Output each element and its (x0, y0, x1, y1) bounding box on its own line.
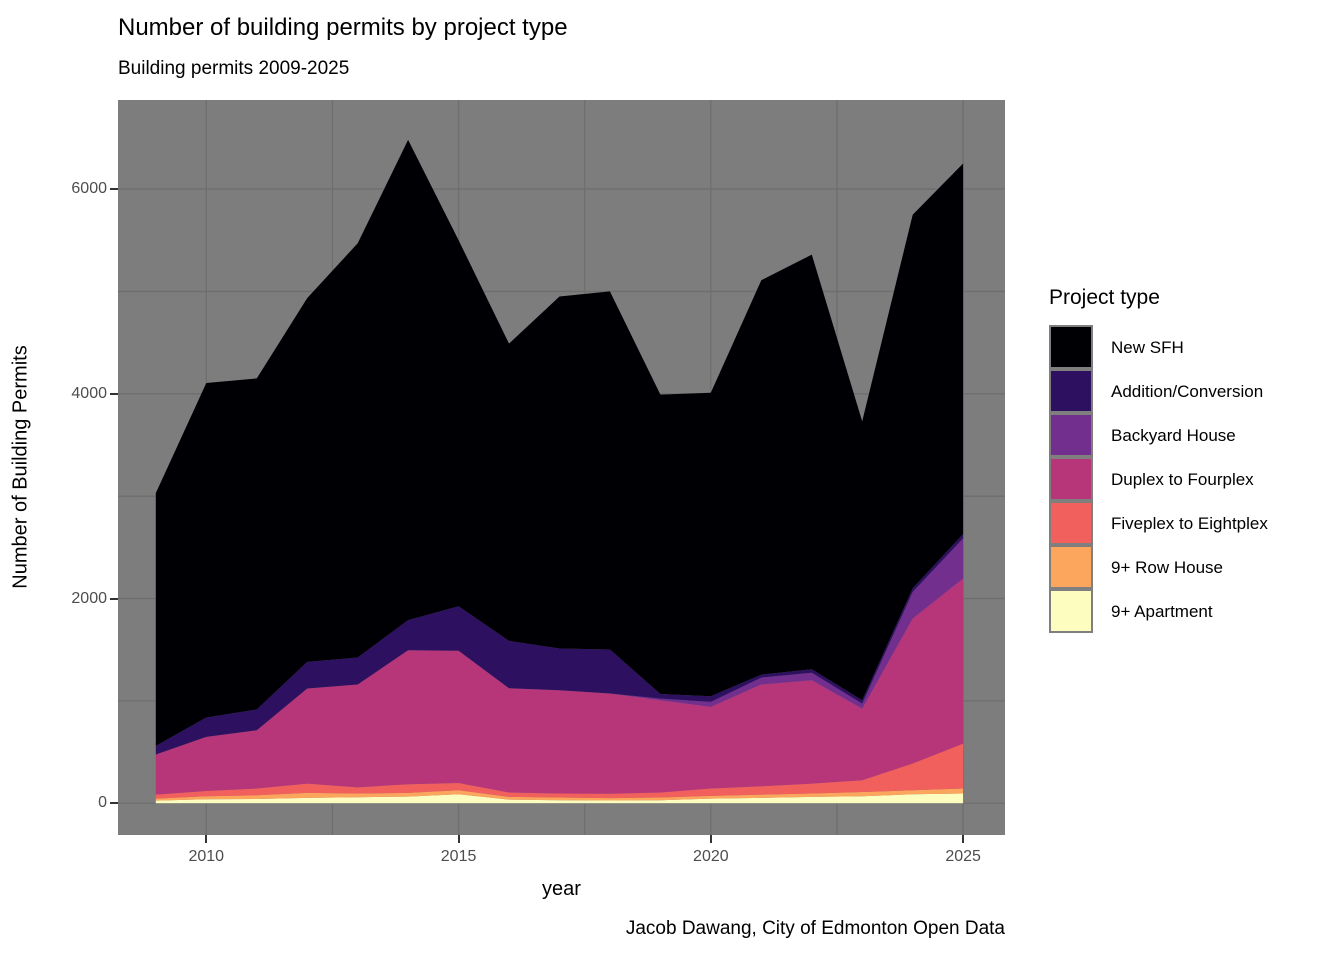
y-tick-label-4000: 4000 (71, 384, 107, 402)
y-axis-title: Number of Building Permits (9, 345, 32, 589)
legend-label: 9+ Row House (1111, 558, 1223, 577)
legend-item-new-sfh: New SFH (1049, 325, 1268, 370)
legend-label: 9+ Apartment (1111, 602, 1213, 621)
y-tick-mark-2000 (110, 597, 118, 600)
legend-key-swatch (1049, 413, 1093, 457)
x-tick-mark-2025 (962, 835, 965, 843)
x-tick-label-2025: 2025 (945, 848, 981, 865)
x-tick-mark-2020 (709, 835, 712, 843)
area-fiveplex-to-eightplex (155, 743, 964, 799)
x-tick-mark-2010 (205, 835, 208, 843)
y-tick-mark-6000 (110, 188, 118, 191)
legend-item-9-row-house: 9+ Row House (1049, 545, 1268, 590)
y-tick-mark-0 (110, 802, 118, 805)
legend-item-fiveplex-to-eightplex: Fiveplex to Eightplex (1049, 501, 1268, 546)
legend-title: Project type (1049, 286, 1160, 309)
legend-key-swatch (1049, 325, 1093, 369)
chart-title: Number of building permits by project ty… (118, 14, 568, 41)
area-9-row-house (155, 788, 964, 801)
y-tick-mark-4000 (110, 392, 118, 395)
x-tick-label-2020: 2020 (693, 848, 729, 865)
legend-key-swatch (1049, 589, 1093, 633)
legend-item-duplex-to-fourplex: Duplex to Fourplex (1049, 457, 1268, 502)
legend-label: Duplex to Fourplex (1111, 470, 1254, 489)
legend-items: New SFH Addition/Conversion Backyard House… (1049, 325, 1268, 634)
y-tick-label-6000: 6000 (71, 180, 107, 198)
plot-panel (118, 100, 1005, 835)
legend-key-swatch (1049, 501, 1093, 545)
legend-key-swatch (1049, 369, 1093, 413)
area-new-sfh (155, 139, 964, 746)
legend-key-swatch (1049, 545, 1093, 589)
legend-item-addition-conversion: Addition/Conversion (1049, 369, 1268, 414)
x-tick-mark-2015 (457, 835, 460, 843)
y-tick-label-2000: 2000 (71, 589, 107, 607)
y-tick-label-0: 0 (98, 794, 107, 812)
x-tick-label-2015: 2015 (440, 848, 477, 865)
legend-label: Backyard House (1111, 426, 1236, 445)
legend-label: Addition/Conversion (1111, 382, 1264, 401)
legend-item-backyard-house: Backyard House (1049, 413, 1268, 458)
area-9-apartment (155, 793, 964, 804)
area-duplex-to-fourplex (155, 578, 964, 795)
legend-key-swatch (1049, 457, 1093, 501)
x-tick-label-2010: 2010 (188, 848, 225, 865)
legend-label: New SFH (1111, 338, 1184, 357)
x-axis-title: year (542, 878, 581, 900)
chart-caption: Jacob Dawang, City of Edmonton Open Data (625, 918, 1005, 939)
stacked-area-plot (118, 100, 1005, 835)
area-addition-conversion (155, 534, 964, 755)
legend: Project type New SFH Addition/Conversion B… (1049, 286, 1268, 634)
chart-subtitle: Building permits 2009-2025 (118, 58, 350, 79)
legend-item-9-apartment: 9+ Apartment (1049, 589, 1268, 634)
legend-label: Fiveplex to Eightplex (1111, 514, 1268, 533)
